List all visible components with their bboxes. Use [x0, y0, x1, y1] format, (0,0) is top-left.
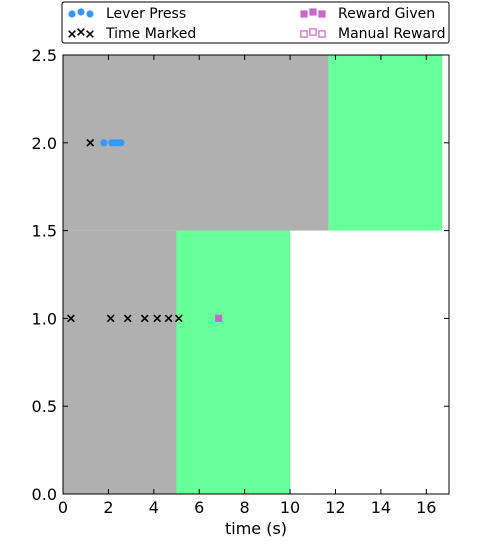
- legend-marker-time-marked: [68, 30, 76, 38]
- legend-marker-lever-press: [86, 10, 94, 18]
- y-tick-label: 2.0: [32, 134, 57, 153]
- region-1: [176, 230, 291, 494]
- legend-label-reward-given: Reward Given: [338, 6, 435, 22]
- y-tick-label: 0.5: [32, 397, 57, 416]
- legend-label-time-marked: Time Marked: [105, 26, 196, 42]
- y-tick-label: 0.0: [32, 485, 57, 504]
- legend-marker-lever-press: [68, 10, 76, 18]
- legend-marker-reward-given: [300, 10, 308, 18]
- x-tick-label: 16: [416, 498, 436, 517]
- legend-marker-reward-given: [318, 10, 326, 18]
- legend-entry-time-marked: Time Marked: [68, 26, 196, 42]
- legend-marker-lever-press: [77, 8, 85, 16]
- marker-reward-given: [214, 314, 223, 322]
- x-axis-label: time (s): [225, 519, 287, 538]
- x-tick-label: 6: [194, 498, 204, 517]
- marker-time-marked: [174, 314, 183, 323]
- legend-box: [61, 1, 450, 44]
- x-tick-label: 0: [58, 498, 68, 517]
- x-tick-label: 2: [103, 498, 113, 517]
- x-tick-label: 8: [240, 498, 250, 517]
- legend-marker-manual-reward: [300, 30, 308, 38]
- y-tick-label: 1.5: [32, 222, 57, 241]
- x-tick-label: 12: [325, 498, 345, 517]
- legend-marker-reward-given: [309, 8, 317, 16]
- legend-entry-lever-press: Lever Press: [68, 6, 186, 22]
- legend-marker-time-marked: [77, 28, 85, 36]
- y-tick-label: 1.0: [32, 309, 57, 328]
- legend-label-manual-reward: Manual Reward: [338, 26, 445, 42]
- marker-time-marked: [86, 138, 95, 147]
- legend-entries: Lever Press Time Marked Reward Given Manual…: [68, 6, 445, 42]
- plot-frame: [62, 54, 450, 495]
- marker-time-marked: [140, 314, 149, 323]
- marker-time-marked: [106, 314, 115, 323]
- x-tick-label: 4: [149, 498, 159, 517]
- marker-time-marked: [153, 314, 162, 323]
- legend-marker-manual-reward: [309, 28, 317, 36]
- y-tick-label: 2.5: [32, 46, 57, 65]
- marker-time-marked: [164, 314, 173, 323]
- legend-marker-time-marked: [86, 30, 94, 38]
- legend-entry-reward-given: Reward Given: [300, 6, 435, 22]
- region-0: [63, 230, 177, 494]
- marker-time-marked: [67, 314, 75, 323]
- legend-label-lever-press: Lever Press: [106, 6, 186, 22]
- marker-lever-press: [100, 139, 108, 147]
- legend-entry-manual-reward: Manual Reward: [300, 26, 445, 42]
- axis-ticks: 0 2 4 6 8 10 12 14 16 0.0 0.5 1.0 1.5 2.0 2.5: [32, 46, 449, 517]
- background-regions: [63, 55, 443, 494]
- marker-lever-press: [117, 139, 125, 147]
- data-markers: [67, 138, 223, 323]
- legend: Lever Press Time Marked Reward Given Manual…: [61, 1, 450, 44]
- region-3: [328, 55, 443, 231]
- legend-marker-manual-reward: [318, 30, 326, 38]
- x-tick-label: 10: [280, 498, 300, 517]
- x-tick-label: 14: [371, 498, 391, 517]
- marker-time-marked: [123, 314, 132, 323]
